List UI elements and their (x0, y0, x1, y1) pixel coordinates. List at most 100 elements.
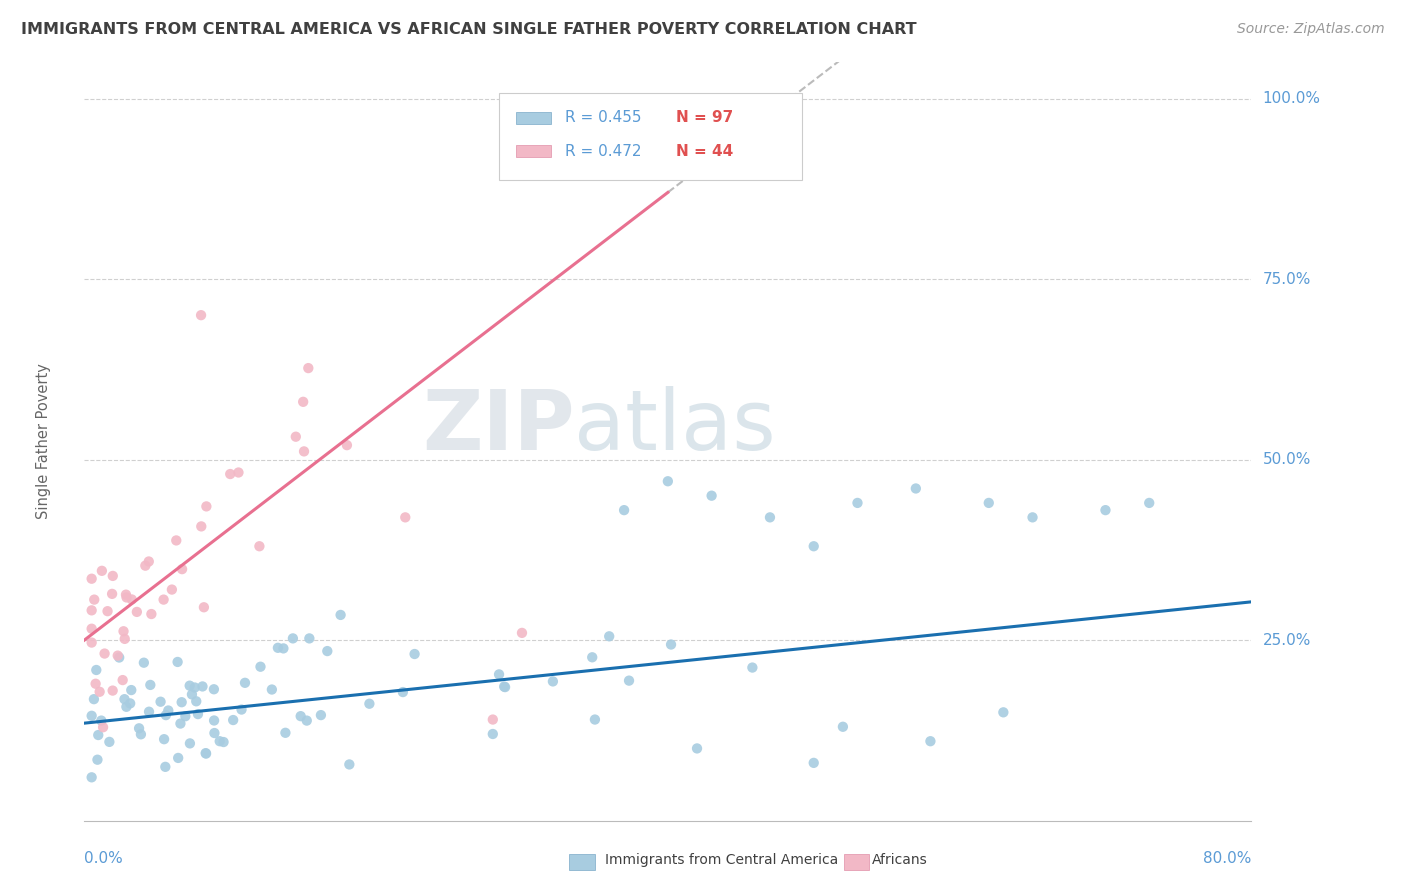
Point (83, 592, 105, 607)
Point (80, 603, 103, 617)
FancyBboxPatch shape (499, 93, 801, 180)
Text: Immigrants from Central America: Immigrants from Central America (605, 853, 838, 867)
Text: atlas: atlas (575, 386, 776, 467)
Point (846, 496, 869, 510)
Point (359, 697, 381, 711)
Point (101, 587, 124, 601)
Text: Single Father Poverty: Single Father Poverty (37, 364, 51, 519)
Point (329, 607, 352, 622)
Point (129, 727, 152, 741)
Point (404, 647, 426, 661)
Point (741, 660, 763, 674)
Point (284, 430, 307, 444)
Point (336, 438, 359, 452)
Point (260, 682, 283, 697)
Text: Africans: Africans (872, 853, 928, 867)
Point (803, 539, 825, 553)
Point (165, 533, 187, 548)
Point (153, 732, 176, 747)
Point (90, 714, 112, 728)
Point (598, 629, 620, 643)
Point (759, 510, 782, 524)
Text: 25.0%: 25.0% (1263, 632, 1310, 648)
Bar (844, 854, 869, 870)
Point (993, 706, 1015, 720)
Point (80, 635, 103, 649)
Point (170, 695, 193, 709)
Point (510, 626, 533, 640)
Point (152, 592, 174, 607)
Point (1094, 503, 1116, 517)
Point (121, 592, 143, 607)
Point (80, 770, 103, 784)
Point (581, 650, 603, 665)
Point (132, 656, 155, 670)
Text: N = 97: N = 97 (676, 111, 734, 125)
Point (179, 679, 201, 693)
Point (138, 705, 160, 719)
Point (139, 678, 162, 692)
Point (228, 466, 250, 480)
Point (115, 588, 138, 602)
Point (977, 496, 1000, 510)
Point (274, 726, 297, 740)
Point (494, 680, 516, 694)
Point (181, 687, 204, 701)
Point (337, 757, 360, 772)
Point (482, 727, 505, 741)
Point (170, 562, 193, 576)
Point (101, 569, 124, 583)
Point (309, 708, 332, 723)
Point (115, 591, 138, 605)
Point (115, 699, 138, 714)
Point (700, 489, 723, 503)
Point (659, 638, 682, 652)
Point (202, 714, 225, 728)
Point (204, 726, 226, 740)
Point (219, 467, 242, 481)
Point (107, 648, 129, 663)
Point (803, 756, 825, 770)
Point (155, 760, 177, 774)
Text: 75.0%: 75.0% (1263, 271, 1310, 286)
Point (617, 673, 640, 688)
Point (195, 747, 218, 761)
Point (190, 308, 212, 322)
Point (583, 713, 606, 727)
Point (292, 394, 315, 409)
Point (91, 720, 114, 734)
Text: 100.0%: 100.0% (1263, 91, 1320, 106)
Point (114, 632, 136, 646)
Point (1137, 496, 1160, 510)
Point (233, 675, 256, 690)
Point (80, 622, 103, 636)
Point (84, 677, 107, 691)
Text: IMMIGRANTS FROM CENTRAL AMERICA VS AFRICAN SINGLE FATHER POVERTY CORRELATION CHA: IMMIGRANTS FROM CENTRAL AMERICA VS AFRIC… (21, 22, 917, 37)
Point (832, 720, 855, 734)
Text: 0.0%: 0.0% (84, 851, 124, 866)
Point (120, 683, 142, 698)
Point (120, 697, 142, 711)
Point (84, 663, 107, 677)
Point (273, 641, 295, 656)
Point (267, 640, 290, 655)
Point (138, 554, 160, 568)
Point (128, 721, 150, 735)
Point (155, 708, 177, 723)
Point (187, 707, 209, 722)
Point (184, 681, 207, 695)
Point (904, 482, 927, 496)
Text: 80.0%: 80.0% (1204, 851, 1251, 866)
Point (193, 600, 215, 615)
Point (174, 709, 197, 723)
Point (101, 683, 124, 698)
Point (316, 644, 339, 658)
Point (295, 714, 318, 728)
Point (89, 685, 111, 699)
Point (686, 741, 709, 756)
Point (202, 682, 225, 697)
Text: N = 44: N = 44 (676, 144, 734, 159)
Point (160, 582, 183, 597)
Point (93, 647, 115, 661)
Point (157, 704, 180, 718)
